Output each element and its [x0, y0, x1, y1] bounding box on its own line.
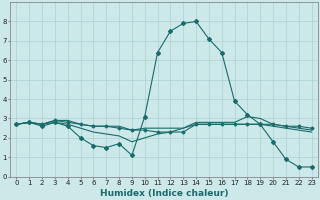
X-axis label: Humidex (Indice chaleur): Humidex (Indice chaleur) — [100, 189, 228, 198]
